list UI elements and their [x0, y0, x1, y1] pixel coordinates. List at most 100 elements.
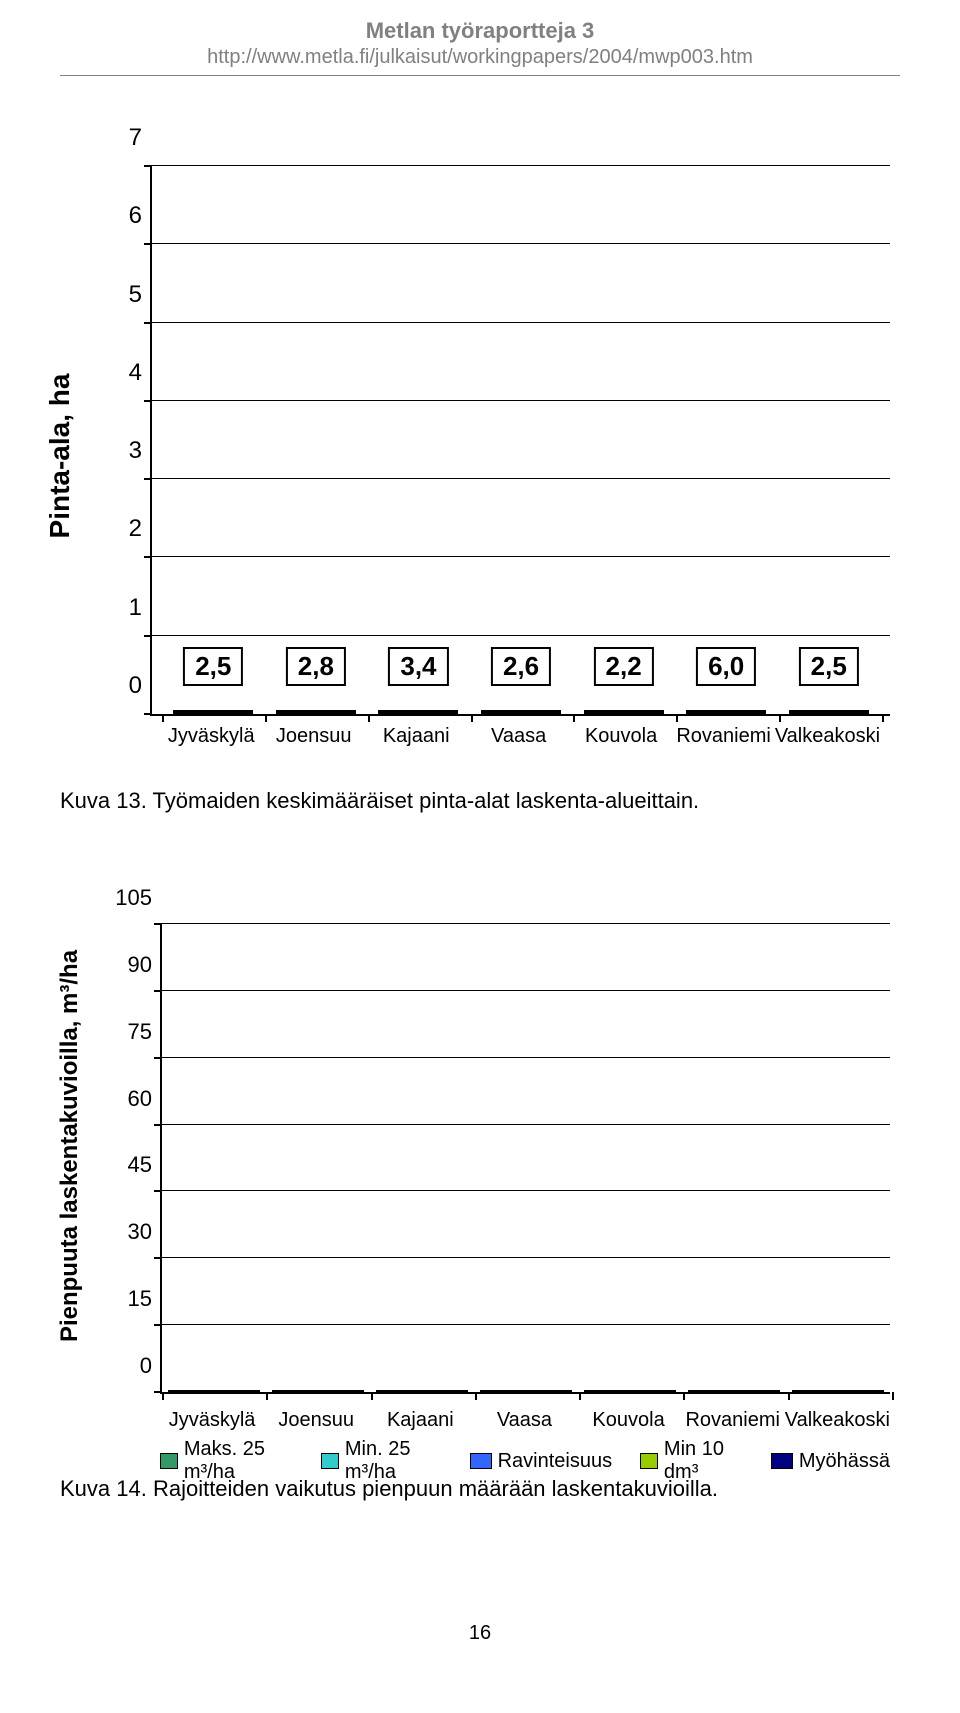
chart2-gridline [162, 1124, 890, 1125]
chart1-x-tick [368, 714, 370, 722]
chart2-x-tick [266, 1392, 268, 1400]
chart2-bar [725, 1390, 743, 1392]
chart1-x-category: Kouvola [570, 725, 672, 748]
chart2-x-category: Kajaani [368, 1409, 472, 1432]
chart1-x-tick [573, 714, 575, 722]
chart1-bar-slot: 3,4 [367, 710, 470, 714]
chart1-x-tick [882, 714, 884, 722]
chart2-tick-label: 75 [107, 1019, 152, 1045]
chart2-bar [866, 1390, 884, 1392]
chart2-tick-label: 90 [107, 952, 152, 978]
chart2-tick [154, 1324, 162, 1326]
chart2-x-tick [892, 1392, 894, 1400]
chart2-x-category: Kouvola [577, 1409, 681, 1432]
chart2-tick-label: 45 [107, 1152, 152, 1178]
chart2-tick [154, 1124, 162, 1126]
chart1-x-category: Jyväskylä [160, 725, 262, 748]
chart2-bar [309, 1390, 327, 1392]
chart2-tick [154, 1391, 162, 1393]
chart2-bar [639, 1390, 657, 1392]
chart2-bar [394, 1390, 412, 1392]
chart1-x-category: Vaasa [467, 725, 569, 748]
chart2-bar [792, 1390, 810, 1392]
chart2-group [786, 1390, 890, 1392]
chart1-bar-value-label: 6,0 [696, 647, 756, 686]
chart2-group [474, 1390, 578, 1392]
chart1-tick-label: 7 [112, 124, 142, 152]
legend-swatch [640, 1453, 658, 1469]
header-url: http://www.metla.fi/julkaisut/workingpap… [60, 46, 900, 69]
chart1-x-tick [471, 714, 473, 722]
chart1-tick-label: 1 [112, 594, 142, 622]
chart1-x-category: Valkeakoski [775, 725, 880, 748]
header-title: Metlan työraportteja 3 [60, 18, 900, 44]
chart2-x-tick [579, 1392, 581, 1400]
chart2-bar [810, 1390, 828, 1392]
chart2-bar [327, 1390, 345, 1392]
chart2-bar [621, 1390, 639, 1392]
chart1-tick [144, 400, 152, 402]
chart2-bar [376, 1390, 394, 1392]
chart2-x-category: Rovaniemi [681, 1409, 785, 1432]
chart1-y-axis-label: Pinta-ala, ha [44, 374, 76, 539]
chart2-bar [498, 1390, 516, 1392]
chart1-bar: 2,5 [173, 710, 253, 714]
chart1-bar: 6,0 [686, 710, 766, 714]
chart1-tick-label: 3 [112, 437, 142, 465]
chart1-tick-label: 5 [112, 281, 142, 309]
chart1-tick-label: 4 [112, 359, 142, 387]
chart1-gridline [152, 243, 890, 244]
chart1-gridline [152, 165, 890, 166]
page-header: Metlan työraportteja 3 http://www.metla.… [60, 0, 900, 76]
chart2-legend: Maks. 25 m³/haMin. 25 m³/haRavinteisuusM… [160, 1438, 890, 1484]
chart2-plot: 0153045607590105 [160, 924, 890, 1394]
chart1-bar-slot: 2,2 [572, 710, 675, 714]
chart1-bar-value-label: 2,5 [799, 647, 859, 686]
chart1-tick-label: 0 [112, 672, 142, 700]
chart1-tick-label: 6 [112, 202, 142, 230]
chart2-x-category: Jyväskylä [160, 1409, 264, 1432]
chart1-bar-slot: 6,0 [675, 710, 778, 714]
chart1-x-category: Kajaani [365, 725, 467, 748]
chart2-bar [290, 1390, 308, 1392]
chart1-x-category: Rovaniemi [672, 725, 774, 748]
chart1-tick [144, 322, 152, 324]
legend-item: Min 10 dm³ [640, 1438, 743, 1484]
chart1-bar-value-label: 2,2 [594, 647, 654, 686]
chart1-gridline [152, 556, 890, 557]
chart2-x-tick [162, 1392, 164, 1400]
legend-swatch [160, 1453, 178, 1469]
chart2-x-tick [788, 1392, 790, 1400]
chart2-bar [847, 1390, 865, 1392]
legend-item: Myöhässä [771, 1438, 890, 1484]
chart1-bar: 2,2 [584, 710, 664, 714]
chart1-x-tick [779, 714, 781, 722]
chart2-bar [517, 1390, 535, 1392]
chart2-tick [154, 1257, 162, 1259]
chart2-bar [223, 1390, 241, 1392]
chart2-tick-label: 60 [107, 1086, 152, 1112]
chart2-bar [272, 1390, 290, 1392]
page-number: 16 [60, 1622, 900, 1645]
chart1-tick [144, 635, 152, 637]
chart2-x-category: Valkeakoski [785, 1409, 890, 1432]
chart1-x-tick [265, 714, 267, 722]
chart1-gridline [152, 635, 890, 636]
chart1-bar-value-label: 2,8 [286, 647, 346, 686]
chart2-tick-label: 30 [107, 1219, 152, 1245]
chart1-gridline [152, 478, 890, 479]
chart2-x-tick [683, 1392, 685, 1400]
chart2-x-category: Vaasa [472, 1409, 576, 1432]
header-divider [60, 75, 900, 76]
legend-swatch [470, 1453, 492, 1469]
chart2-gridline [162, 1057, 890, 1058]
chart1-bar-slot: 2,5 [777, 710, 880, 714]
chart1-tick [144, 713, 152, 715]
chart1-tick-label: 2 [112, 515, 142, 543]
legend-item: Min. 25 m³/ha [321, 1438, 442, 1484]
chart2-bar [584, 1390, 602, 1392]
chart1-tick [144, 243, 152, 245]
chart2-gridline [162, 990, 890, 991]
chart2-bar [450, 1390, 468, 1392]
legend-label: Maks. 25 m³/ha [184, 1438, 293, 1484]
